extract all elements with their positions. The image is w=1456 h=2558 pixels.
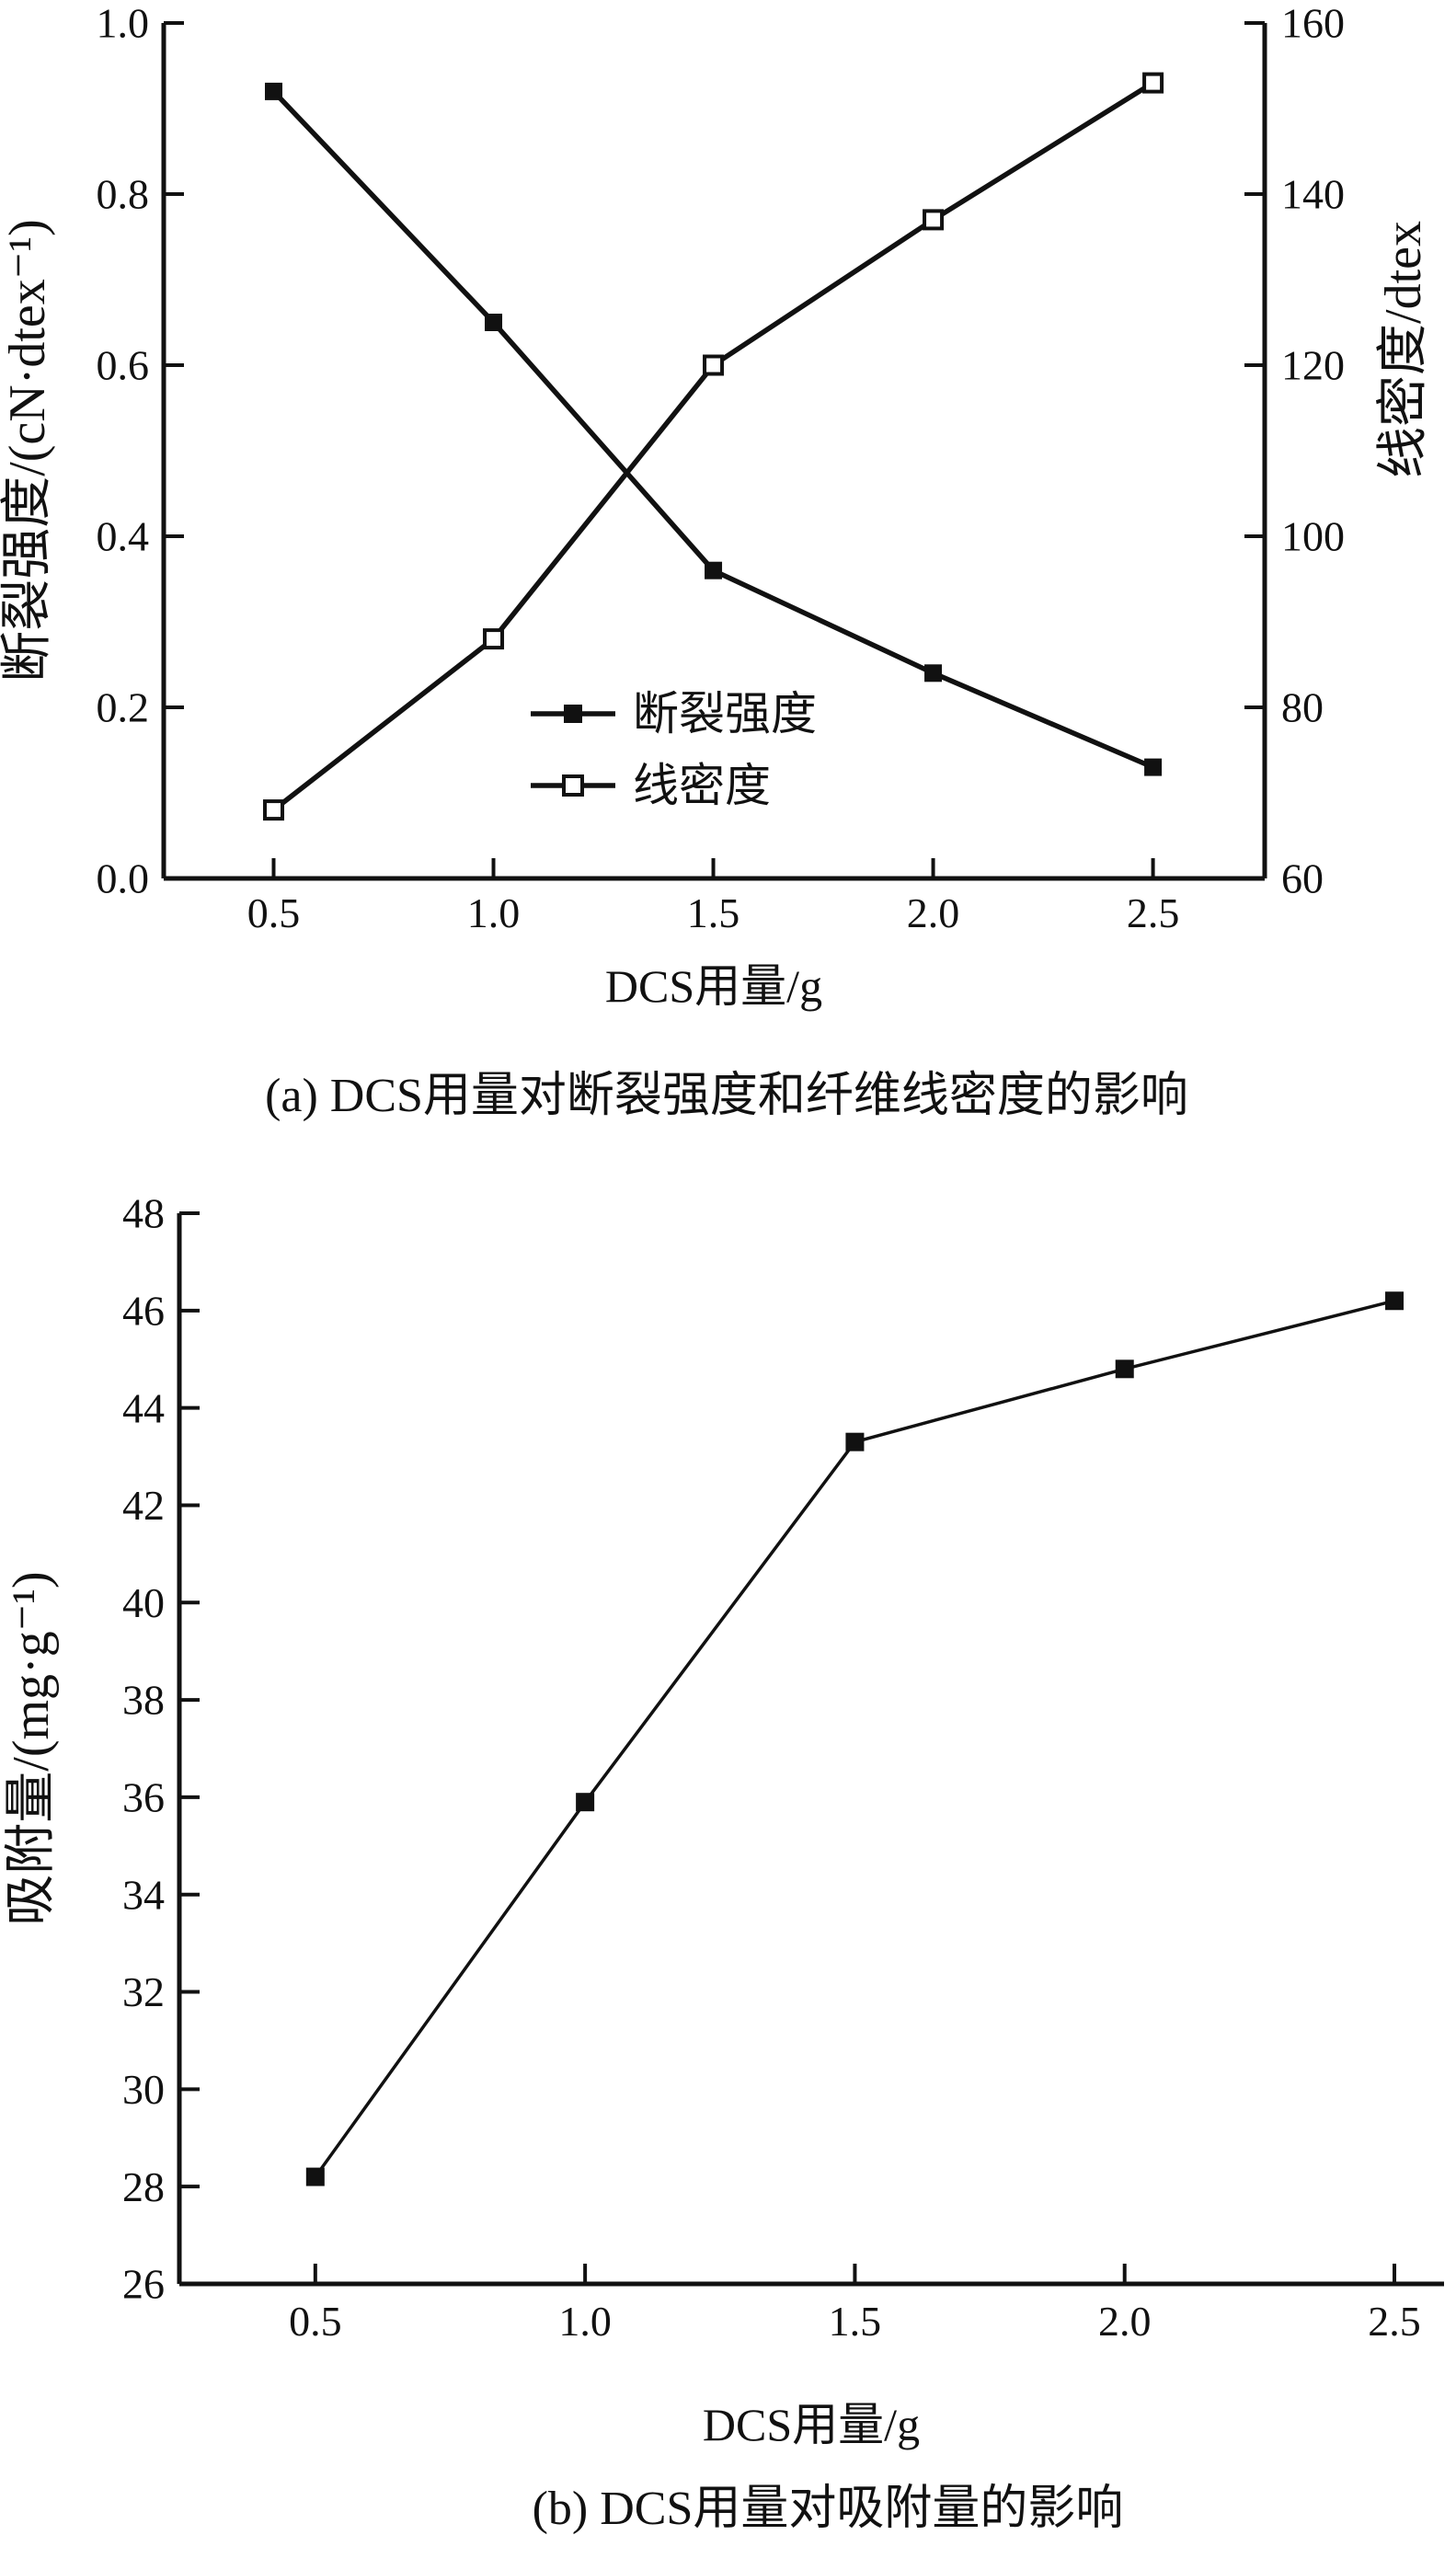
chart-b-plot: 0.5 1.0 1.5 2.0 2.5 26 28 30 32 34 36 38 40 42 44 46 48 [122,1190,1444,2345]
data-point-marker-filled-square [305,2167,325,2186]
y-tick-label: 48 [122,1190,165,1237]
y-tick-label-right: 80 [1281,684,1324,731]
chart-b-ylabel: 吸附量/(mg·g⁻¹) [3,1571,60,1925]
data-point-marker-filled-square [576,1793,595,1812]
y-tick-label-right: 140 [1281,171,1345,218]
x-tick-label: 1.5 [687,889,740,936]
data-point-marker-filled-square [924,664,943,683]
chart-a-ylabel-left: 断裂强度/(cN·dtex⁻¹) [0,219,56,683]
x-tick-label: 1.5 [829,2298,882,2345]
data-point-marker-open-square [483,628,505,650]
y-tick-label: 40 [122,1579,165,1626]
x-tick-label: 2.0 [1098,2298,1152,2345]
chart-a-ylabel-right: 线密度/dtex [1375,221,1432,478]
y-tick-label: 38 [122,1677,165,1724]
data-point-marker-open-square [1142,72,1164,94]
y-tick-label: 32 [122,1968,165,2015]
y-tick-label-right: 60 [1281,855,1324,902]
y-tick-label: 44 [122,1384,165,1431]
data-point-marker-filled-square [564,705,582,723]
data-point-marker-open-square [923,209,945,231]
chart-a-xlabel: DCS用量/g [604,960,823,1012]
y-tick-label: 34 [122,1871,165,1918]
series-line [271,89,1154,770]
x-tick-label: 2.5 [1368,2298,1421,2345]
y-tick-label-left: 0.2 [97,684,150,731]
y-tick-label: 30 [122,2066,165,2113]
data-point-marker-open-square [562,774,584,797]
chart-b: 0.5 1.0 1.5 2.0 2.5262830323436384042444648 … [3,1190,1444,2345]
legend-label: 线密度 [633,760,771,811]
y-tick-label: 26 [122,2261,165,2308]
legend-label: 断裂强度 [633,688,817,740]
x-tick-label: 1.0 [558,2298,612,2345]
data-point-marker-filled-square [1385,1291,1404,1311]
x-tick-label: 2.0 [907,889,960,936]
x-tick-label: 1.0 [467,889,521,936]
x-tick-label: 2.5 [1127,889,1180,936]
data-point-marker-filled-square [845,1432,865,1451]
data-point-marker-open-square [263,799,285,821]
y-tick-label-right: 120 [1281,342,1345,389]
chart-a-plot: 0.5 1.0 1.5 2.0 2.5 0.0 0.2 0.4 0.6 0.8 1.0 60 80 100… [97,0,1346,936]
y-tick-label-left: 0.8 [97,171,150,218]
series-line [314,1299,1395,2178]
data-point-marker-filled-square [485,314,503,331]
y-tick-label: 36 [122,1774,165,1821]
chart-a-caption: (a) DCS用量对断裂强度和纤维线密度的影响 [265,1070,1188,1122]
chart-b-xlabel: DCS用量/g [702,2399,921,2450]
chart-a: 0.5 1.0 1.5 2.0 2.5 0.0 0.2 0.4 0.6 0.8 1.0 60 80 100… [0,0,1432,936]
y-tick-label-left: 0.0 [97,855,150,902]
y-tick-label-right: 100 [1281,513,1345,560]
y-tick-label-left: 0.4 [97,513,150,560]
y-tick-label-left: 0.6 [97,342,150,389]
y-tick-label: 28 [122,2163,165,2210]
data-point-marker-filled-square [705,561,723,579]
y-tick-label-right: 160 [1281,0,1345,47]
y-tick-label-left: 1.0 [97,0,150,47]
x-tick-label: 0.5 [289,2298,342,2345]
chart-b-caption: (b) DCS用量对吸附量的影响 [532,2483,1124,2535]
y-tick-label: 46 [122,1287,165,1334]
y-tick-label: 42 [122,1482,165,1529]
x-tick-label: 0.5 [247,889,301,936]
data-point-marker-filled-square [1115,1359,1134,1379]
data-point-marker-open-square [703,354,725,376]
data-point-marker-filled-square [265,82,283,100]
data-point-marker-filled-square [1144,758,1163,776]
